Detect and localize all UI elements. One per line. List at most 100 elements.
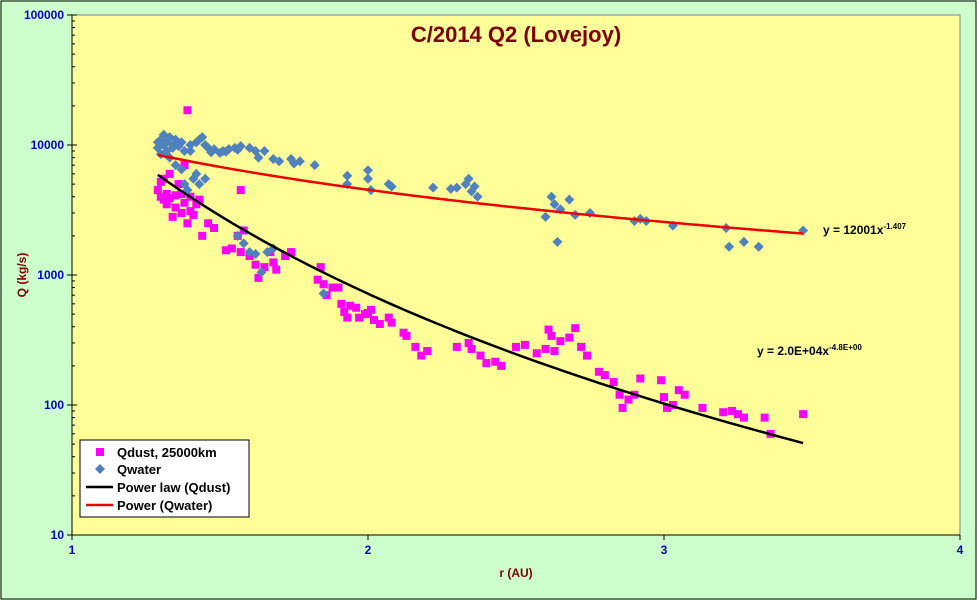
equation-exponent: -1.407 bbox=[883, 222, 906, 231]
dust-point bbox=[180, 198, 189, 207]
dust-point bbox=[532, 349, 541, 358]
dust-point bbox=[547, 331, 556, 340]
dust-point bbox=[343, 313, 352, 322]
water-point bbox=[176, 164, 187, 175]
dust-point bbox=[375, 319, 384, 328]
dust-point bbox=[760, 413, 769, 422]
dust-point bbox=[328, 283, 337, 292]
dust-point bbox=[657, 376, 666, 385]
water-point bbox=[463, 173, 474, 184]
water-trendline-equation: y = 12001x-1.407 bbox=[823, 222, 907, 237]
y-tick-label: 1000 bbox=[37, 268, 64, 282]
dust-point bbox=[162, 189, 171, 198]
dust-point bbox=[680, 390, 689, 399]
dust-point bbox=[615, 390, 624, 399]
water-point bbox=[309, 160, 320, 171]
dust-point bbox=[340, 307, 349, 316]
equation-base: y = 12001x bbox=[823, 223, 884, 237]
water-point bbox=[185, 145, 196, 156]
water-point bbox=[549, 199, 560, 210]
dust-point bbox=[236, 186, 245, 195]
water-point bbox=[259, 145, 270, 156]
dust-point bbox=[369, 316, 378, 325]
y-tick-label: 10000 bbox=[31, 138, 65, 152]
dust-point bbox=[174, 180, 183, 189]
dust-point bbox=[337, 299, 346, 308]
dust-point bbox=[236, 248, 245, 257]
dust-point bbox=[491, 357, 500, 366]
water-point bbox=[256, 267, 267, 278]
dust-point bbox=[728, 406, 737, 415]
dust-point bbox=[159, 195, 168, 204]
dust-point bbox=[476, 351, 485, 360]
water-point bbox=[386, 181, 397, 192]
dust-point bbox=[183, 219, 192, 228]
water-point bbox=[469, 181, 480, 192]
dust-point bbox=[698, 403, 707, 412]
water-point bbox=[724, 241, 735, 252]
dust-point bbox=[168, 212, 177, 221]
dust-point bbox=[583, 351, 592, 360]
dust-point bbox=[165, 194, 174, 203]
dust-point bbox=[162, 200, 171, 209]
water-point bbox=[540, 211, 551, 222]
dust-point bbox=[254, 273, 263, 282]
dust-point bbox=[577, 342, 586, 351]
water-point bbox=[250, 249, 261, 260]
dust-point bbox=[195, 195, 204, 204]
dust-point bbox=[334, 283, 343, 292]
dust-point bbox=[387, 318, 396, 327]
dust-point bbox=[192, 200, 201, 209]
water-point bbox=[363, 165, 373, 176]
legend-label: Power (Qwater) bbox=[117, 498, 212, 513]
legend-label: Power law (Qdust) bbox=[117, 480, 230, 495]
dust-point bbox=[346, 301, 355, 310]
dust-point bbox=[417, 351, 426, 360]
dust-point bbox=[550, 347, 559, 356]
equation-base: y = 2.0E+04x bbox=[757, 344, 829, 358]
dust-point bbox=[287, 248, 296, 257]
dust-point bbox=[618, 403, 627, 412]
y-tick-label: 10 bbox=[51, 528, 65, 542]
water-point bbox=[552, 236, 563, 247]
trendlines bbox=[157, 153, 804, 445]
dust-point bbox=[719, 408, 728, 417]
water-point bbox=[197, 132, 208, 143]
dust-point bbox=[600, 371, 609, 380]
water-point bbox=[194, 179, 205, 190]
dust-point bbox=[355, 313, 364, 322]
water-point bbox=[363, 173, 373, 184]
water-point bbox=[235, 141, 246, 152]
dust-point bbox=[227, 244, 236, 253]
dust-point bbox=[316, 263, 325, 272]
dust-point bbox=[281, 252, 290, 261]
water-point bbox=[472, 191, 483, 202]
y-tick-label: 100000 bbox=[24, 8, 64, 22]
water-series bbox=[152, 129, 809, 299]
water-point bbox=[200, 173, 211, 184]
legend-swatch-water bbox=[95, 464, 105, 474]
dust-trendline-equation: y = 2.0E+04x-4.8E+00 bbox=[757, 343, 862, 358]
x-axis-title: r (AU) bbox=[499, 566, 532, 580]
dust-point bbox=[594, 367, 603, 376]
dust-point bbox=[177, 189, 186, 198]
dust-point bbox=[171, 191, 180, 200]
dust-point bbox=[423, 347, 432, 356]
y-axis-title: Q (kg/s) bbox=[15, 253, 29, 298]
water-point bbox=[342, 170, 353, 181]
dust-point bbox=[636, 374, 645, 383]
dust-point bbox=[464, 338, 473, 347]
water-point bbox=[191, 168, 202, 179]
dust-point bbox=[366, 305, 375, 314]
dust-point bbox=[411, 342, 420, 351]
dust-point bbox=[269, 258, 278, 267]
water-point bbox=[238, 238, 249, 249]
water-point bbox=[428, 182, 439, 193]
dust-point bbox=[734, 410, 742, 419]
dust-point bbox=[609, 378, 618, 387]
dust-point bbox=[565, 333, 574, 342]
equation-exponent: -4.8E+00 bbox=[829, 343, 862, 352]
axes: 10 100 1000 10000 100000 1 2 3 4 bbox=[24, 8, 964, 557]
dust-point bbox=[571, 324, 580, 333]
